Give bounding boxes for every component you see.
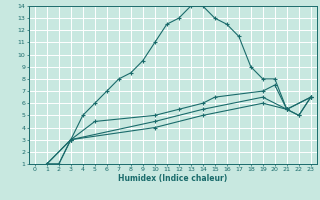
X-axis label: Humidex (Indice chaleur): Humidex (Indice chaleur) <box>118 174 228 183</box>
